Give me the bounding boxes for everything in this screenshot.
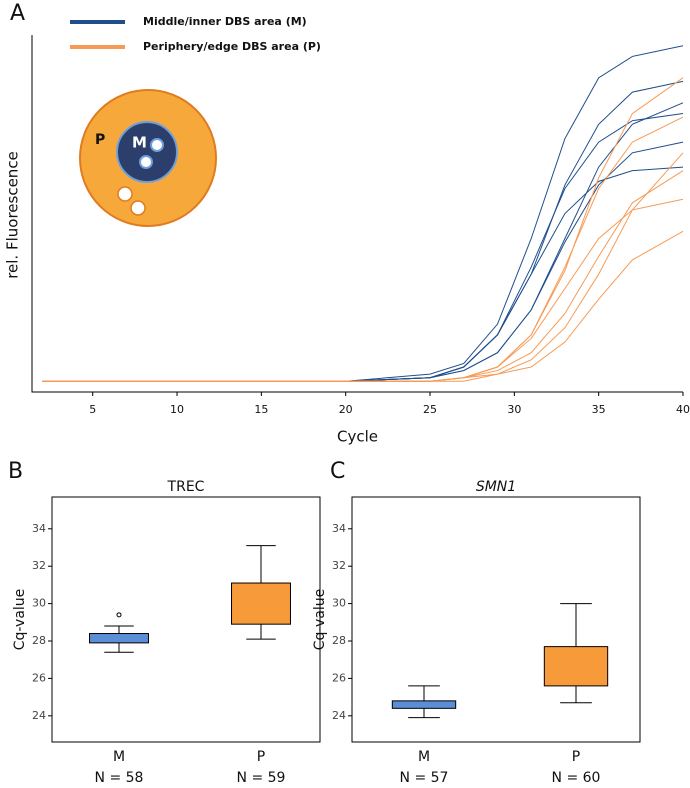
amplification-curve: [42, 152, 684, 382]
n-label: N = 57: [400, 770, 449, 786]
punch: [117, 186, 133, 202]
y-tick-label: 26: [32, 671, 46, 684]
panel-label: A: [10, 1, 25, 26]
y-tick-label: 28: [332, 634, 346, 647]
axis-line: [31, 35, 683, 393]
panel-title: SMN1: [476, 479, 516, 495]
inset-diagram: P M: [79, 89, 217, 227]
n-label: N = 58: [95, 770, 144, 786]
x-tick-label: 35: [592, 403, 606, 416]
x-axis-label: Cycle: [337, 428, 378, 446]
plot-frame: [51, 496, 321, 743]
amplification-curve: [42, 198, 684, 382]
legend-label: Periphery/edge DBS area (P): [143, 40, 321, 53]
box: [89, 633, 149, 644]
y-axis-label: Cq-value: [12, 589, 28, 651]
y-tick-label: 24: [32, 709, 46, 722]
punch: [150, 138, 164, 152]
panel-title: TREC: [167, 479, 205, 495]
box: [391, 700, 457, 709]
outlier: [116, 612, 122, 618]
x-tick-label: 10: [170, 403, 184, 416]
y-tick-label: 24: [332, 709, 346, 722]
x-tick-label: 5: [89, 403, 96, 416]
y-tick-label: 26: [332, 671, 346, 684]
panel-label: B: [8, 459, 23, 484]
box: [543, 646, 609, 687]
y-tick-label: 34: [32, 522, 46, 535]
inset-label: P: [95, 132, 105, 148]
y-tick-label: 28: [32, 634, 46, 647]
n-label: N = 60: [552, 770, 601, 786]
y-tick-label: 32: [332, 559, 346, 572]
y-tick-label: 30: [32, 597, 46, 610]
plot-frame: [351, 496, 641, 743]
y-axis-label: rel. Fluorescence: [4, 151, 22, 279]
legend-label: Middle/inner DBS area (M): [143, 15, 307, 28]
inset-label: M: [132, 134, 147, 152]
x-tick-label: 40: [676, 403, 690, 416]
x-tick-label: 15: [254, 403, 268, 416]
punch: [130, 200, 146, 216]
panel-label: C: [330, 459, 345, 484]
inner-circle: [116, 121, 178, 183]
x-tick-label: P: [257, 749, 265, 765]
x-tick-label: 30: [507, 403, 521, 416]
y-tick-label: 32: [32, 559, 46, 572]
x-tick-label: M: [418, 749, 430, 765]
n-label: N = 59: [237, 770, 286, 786]
x-tick-label: 20: [339, 403, 353, 416]
y-tick-label: 30: [332, 597, 346, 610]
x-tick-label: M: [113, 749, 125, 765]
curves: [42, 45, 684, 382]
amplification-curve: [42, 230, 684, 382]
x-tick-label: 25: [423, 403, 437, 416]
box: [231, 582, 291, 625]
punch: [139, 155, 153, 169]
y-tick-label: 34: [332, 522, 346, 535]
x-tick-label: P: [572, 749, 580, 765]
